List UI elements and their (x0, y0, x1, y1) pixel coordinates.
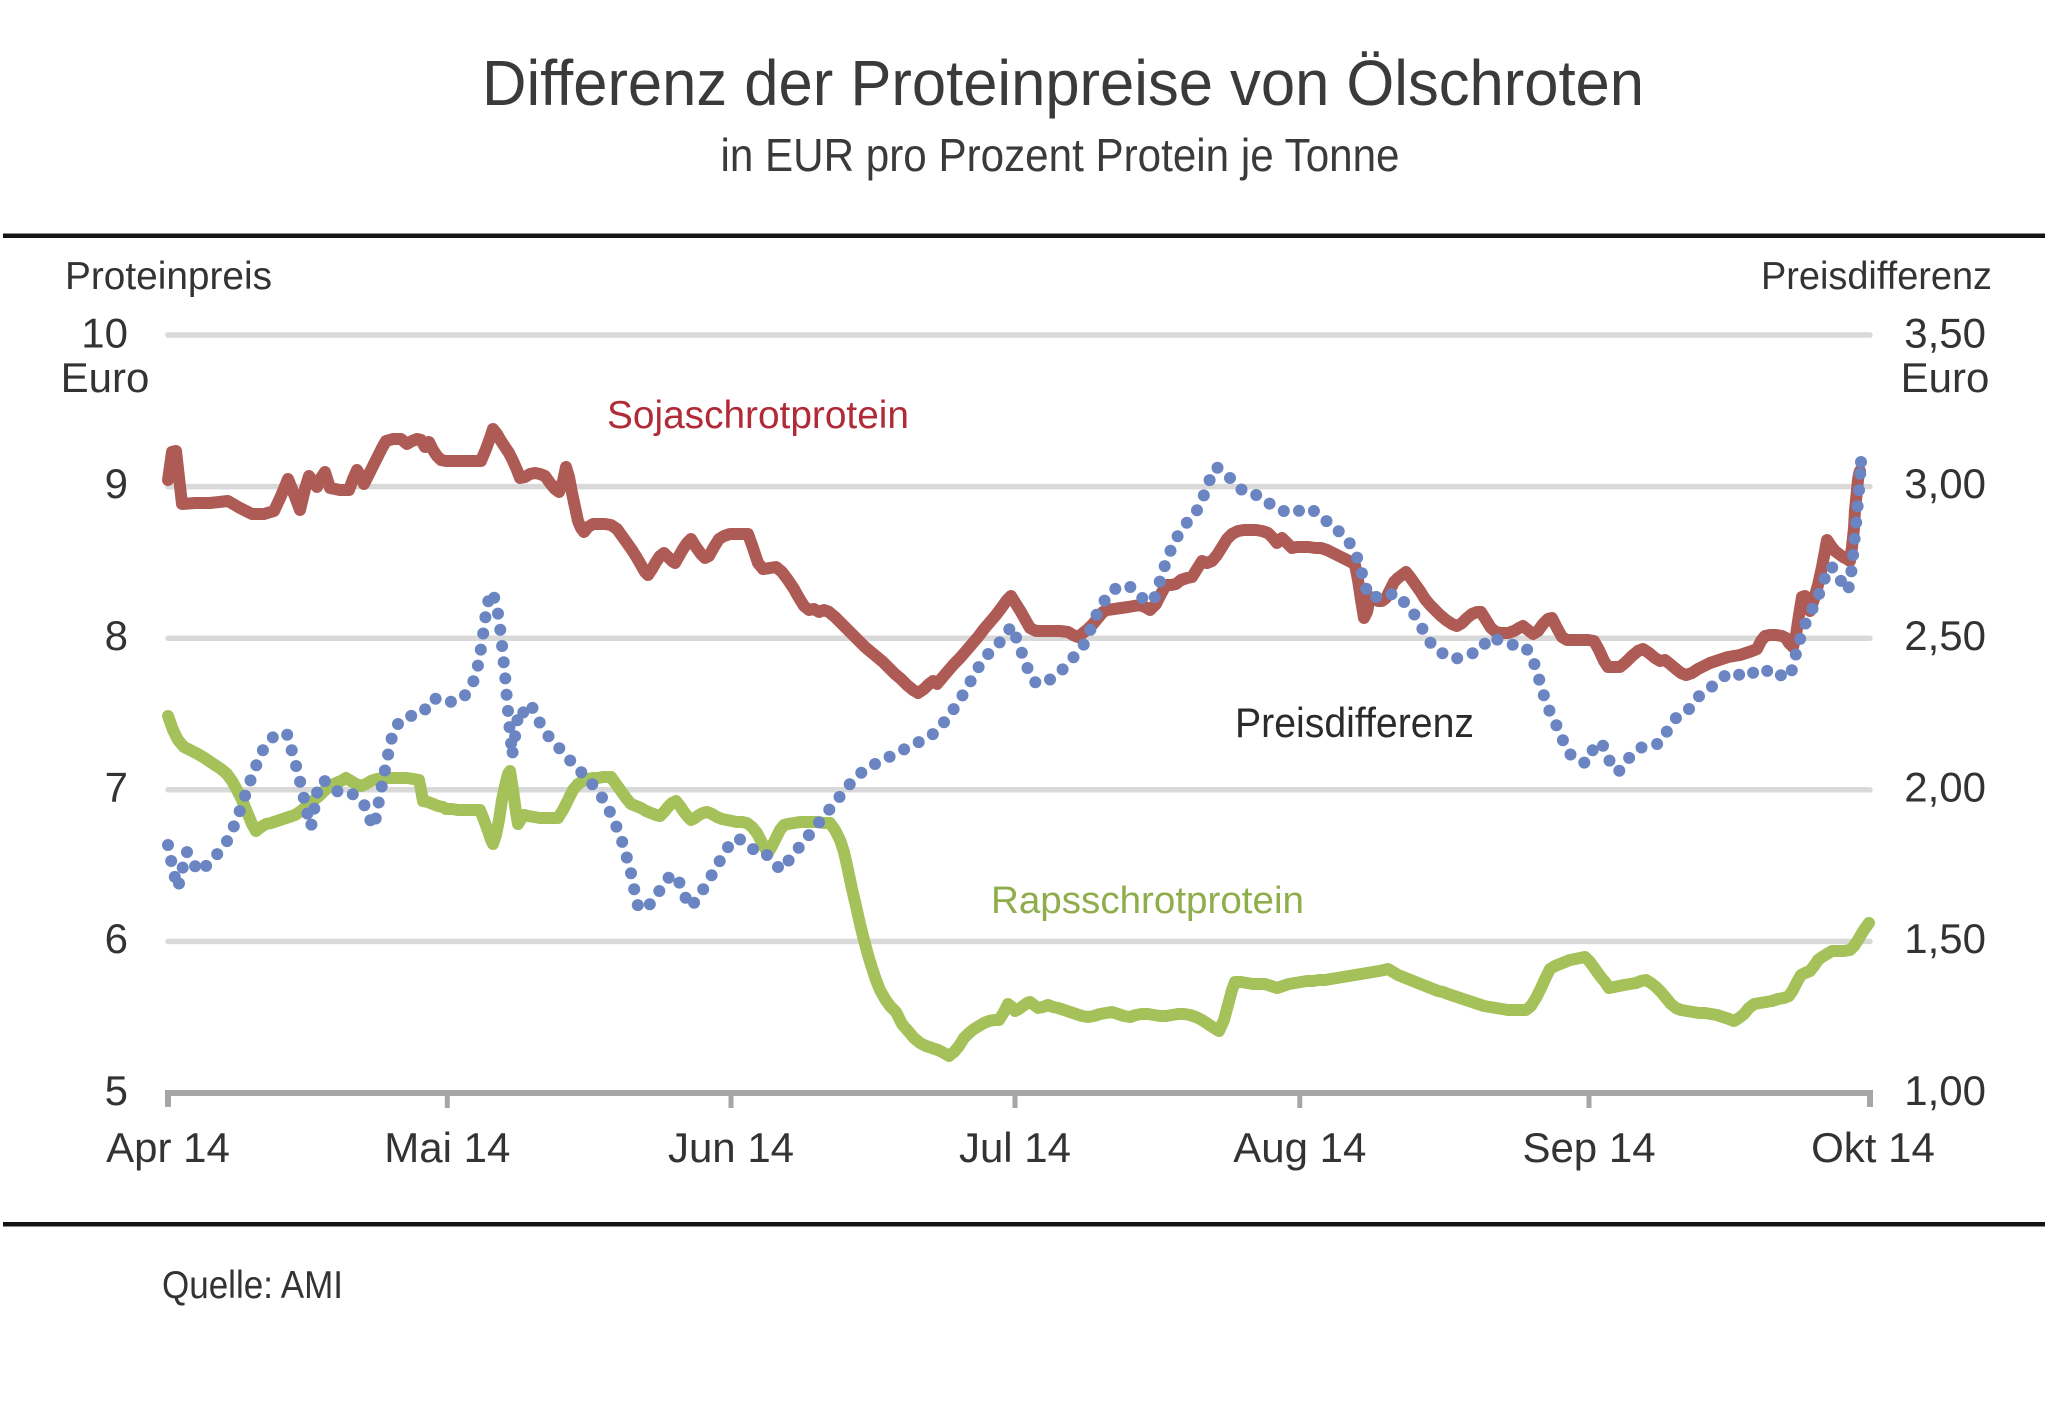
svg-text:3,00: 3,00 (1904, 460, 1986, 507)
svg-text:10: 10 (81, 310, 128, 357)
svg-text:Preisdifferenz: Preisdifferenz (1235, 699, 1474, 746)
svg-text:Euro: Euro (61, 354, 150, 401)
svg-text:Rapsschrotprotein: Rapsschrotprotein (991, 880, 1304, 922)
svg-text:Proteinpreis: Proteinpreis (65, 255, 272, 298)
svg-text:3,50: 3,50 (1904, 310, 1986, 357)
svg-text:5: 5 (105, 1067, 128, 1114)
svg-text:Okt 14: Okt 14 (1811, 1124, 1935, 1171)
svg-text:Differenz der Proteinpreise vo: Differenz der Proteinpreise von Ölschrot… (482, 47, 1644, 119)
svg-text:1,00: 1,00 (1904, 1067, 1986, 1114)
svg-text:Jul 14: Jul 14 (959, 1124, 1071, 1171)
svg-text:1,50: 1,50 (1904, 915, 1986, 962)
svg-text:7: 7 (105, 763, 128, 810)
svg-text:Sep 14: Sep 14 (1522, 1124, 1655, 1171)
svg-text:6: 6 (105, 915, 128, 962)
svg-text:Jun 14: Jun 14 (668, 1124, 794, 1171)
svg-text:9: 9 (105, 460, 128, 507)
svg-text:Mai 14: Mai 14 (384, 1124, 510, 1171)
svg-text:8: 8 (105, 612, 128, 659)
svg-text:Quelle: AMI: Quelle: AMI (162, 1264, 343, 1307)
svg-text:Preisdifferenz: Preisdifferenz (1761, 255, 1992, 298)
svg-text:Aug 14: Aug 14 (1233, 1124, 1366, 1171)
svg-text:Apr 14: Apr 14 (106, 1124, 230, 1171)
svg-text:Sojaschrotprotein: Sojaschrotprotein (607, 394, 909, 437)
svg-text:2,50: 2,50 (1904, 612, 1986, 659)
svg-text:2,00: 2,00 (1904, 763, 1986, 810)
svg-text:Euro: Euro (1901, 354, 1990, 401)
svg-text:in EUR pro Prozent Protein je: in EUR pro Prozent Protein je Tonne (721, 129, 1400, 181)
